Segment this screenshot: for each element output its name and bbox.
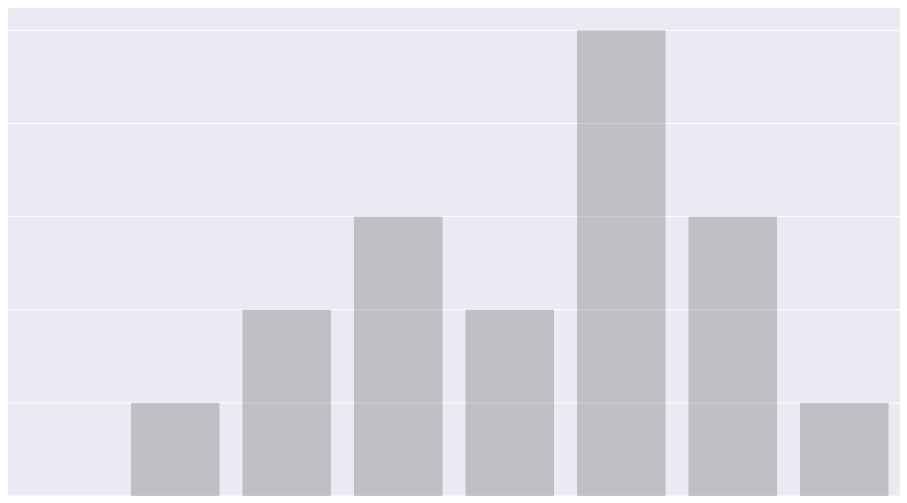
bar: [242, 309, 332, 496]
bar: [688, 216, 778, 496]
bar: [465, 309, 555, 496]
plot-background: [8, 8, 900, 496]
bar: [130, 402, 220, 496]
bar: [576, 30, 666, 497]
bar: [353, 216, 443, 496]
bar: [799, 402, 889, 496]
